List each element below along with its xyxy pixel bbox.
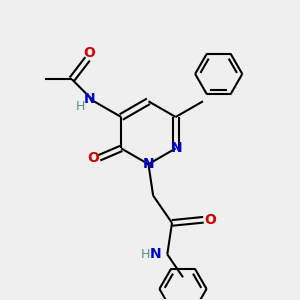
Text: H: H [141,248,150,261]
Text: H: H [76,100,85,113]
Text: O: O [88,151,100,165]
Text: O: O [204,213,216,227]
Text: N: N [83,92,95,106]
Text: N: N [149,248,161,261]
Text: O: O [83,46,95,60]
Text: N: N [170,141,182,155]
Text: N: N [143,157,155,171]
